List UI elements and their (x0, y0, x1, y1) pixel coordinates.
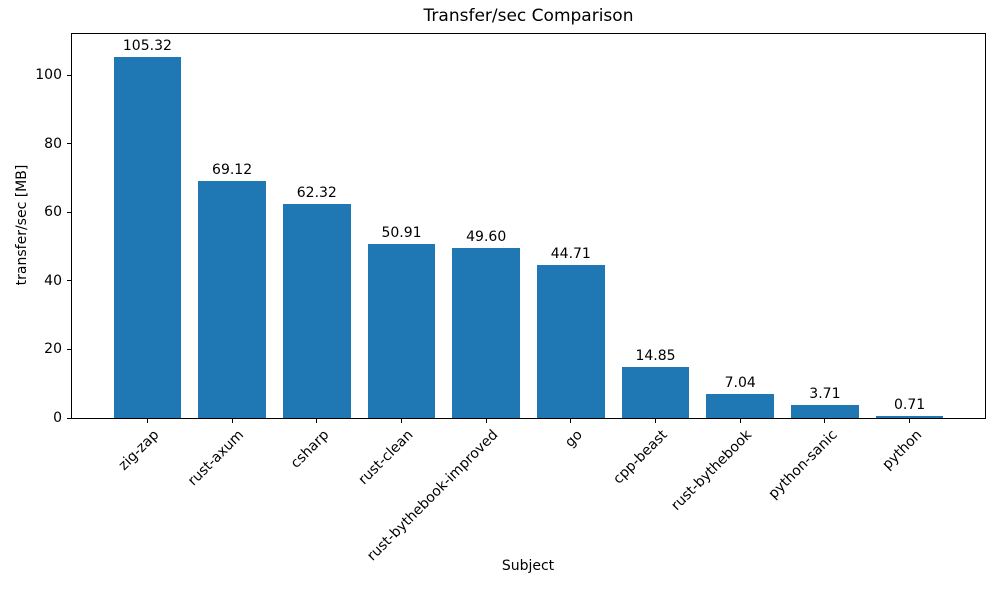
y-tick-mark (67, 280, 72, 282)
x-tick-label: zig-zap (116, 427, 163, 474)
bar-go (537, 264, 605, 418)
x-tick-label: csharp (287, 427, 333, 472)
bar-rust-bythebook (706, 393, 775, 418)
x-tick-mark (739, 418, 741, 423)
x-tick-label: python-sanic (764, 427, 841, 503)
x-tick-mark (824, 418, 826, 423)
x-tick-mark (316, 418, 318, 423)
bar-cpp-beast (621, 367, 690, 418)
x-tick-label: rust-clean (355, 427, 417, 488)
bar-python-sanic (791, 405, 859, 418)
y-axis-label: transfer/sec [MB] (14, 164, 30, 286)
x-tick-label: python (878, 427, 925, 473)
bar-value-label: 7.04 (724, 374, 756, 391)
x-tick-mark (146, 418, 148, 423)
x-tick-label: rust-bythebook (668, 427, 756, 514)
bar-rust-axum (198, 181, 266, 418)
chart-title: Transfer/sec Comparison (423, 6, 634, 26)
bar-value-label: 105.32 (122, 37, 172, 54)
y-tick-mark (67, 348, 72, 350)
plot-area: 105.32 69.12 62.32 50.91 49.60 44.71 14.85 7.04… (35, 33, 986, 564)
x-tick-mark (655, 418, 656, 423)
bar-value-label: 3.71 (809, 386, 841, 403)
bar-value-label: 14.85 (635, 348, 676, 365)
bar-value-label: 44.71 (550, 245, 591, 262)
bar-zig-zap (113, 56, 182, 418)
bar-python (875, 415, 944, 418)
y-tick-label: 20 (44, 341, 62, 358)
y-tick-mark (67, 74, 72, 76)
y-tick-label: 100 (35, 67, 62, 84)
bar-value-label: 0.71 (894, 396, 926, 413)
y-tick-label: 40 (44, 272, 62, 289)
y-tick-label: 60 (44, 204, 62, 221)
y-tick-label: 0 (53, 410, 62, 426)
y-tick-label: 80 (44, 135, 62, 152)
x-tick-label: cpp-beast (610, 427, 671, 488)
x-tick-mark (485, 418, 487, 423)
y-tick-mark (67, 143, 72, 145)
x-axis-label: Subject (501, 558, 555, 574)
x-tick-label: rust-axum (185, 427, 248, 490)
x-tick-mark (401, 418, 402, 423)
bar-rust-bythebook-improved (452, 247, 521, 418)
bar-csharp (282, 204, 351, 418)
y-tick-mark (67, 417, 72, 419)
x-tick-mark (909, 418, 911, 423)
x-tick-label: go (562, 427, 587, 451)
bar-value-label: 50.91 (381, 224, 422, 241)
x-tick-mark (231, 418, 233, 423)
y-tick-mark (67, 211, 72, 213)
bar-value-label: 49.60 (466, 228, 507, 245)
bar-value-label: 62.32 (296, 185, 337, 202)
bar-rust-clean (367, 243, 436, 418)
bar-value-label: 69.12 (212, 162, 253, 178)
x-tick-mark (570, 418, 572, 423)
